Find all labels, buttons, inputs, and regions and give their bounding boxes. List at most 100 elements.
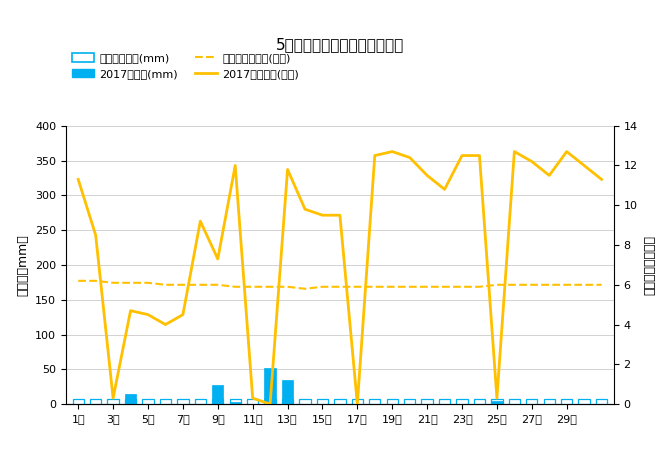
日照時間平年値(時間): [388, 284, 396, 290]
2017日照時間(時間): [284, 167, 292, 172]
2017日照時間(時間): [197, 219, 205, 224]
Bar: [491, 401, 502, 404]
Line: 日照時間平年値(時間): 日照時間平年値(時間): [79, 281, 601, 289]
日照時間平年値(時間): [353, 284, 361, 290]
2017日照時間(時間): [109, 396, 117, 401]
Bar: [369, 399, 380, 404]
2017日照時間(時間): [319, 212, 327, 218]
日照時間平年値(時間): [597, 282, 605, 287]
2017日照時間(時間): [301, 207, 309, 212]
2017日照時間(時間): [580, 163, 588, 168]
Bar: [160, 399, 171, 404]
日照時間平年値(時間): [284, 284, 292, 290]
日照時間平年値(時間): [109, 280, 117, 286]
日照時間平年値(時間): [458, 284, 466, 290]
日照時間平年値(時間): [144, 280, 152, 286]
Bar: [178, 399, 189, 404]
日照時間平年値(時間): [197, 282, 205, 287]
2017日照時間(時間): [144, 312, 152, 317]
Bar: [265, 399, 276, 404]
2017日照時間(時間): [231, 163, 239, 168]
Bar: [282, 399, 293, 404]
Bar: [544, 399, 555, 404]
日照時間平年値(時間): [406, 284, 414, 290]
Bar: [561, 399, 572, 404]
2017日照時間(時間): [475, 153, 483, 158]
Bar: [474, 399, 485, 404]
2017日照時間(時間): [353, 401, 361, 407]
2017日照時間(時間): [336, 212, 344, 218]
Bar: [212, 385, 224, 404]
日照時間平年値(時間): [336, 284, 344, 290]
2017日照時間(時間): [458, 153, 466, 158]
日照時間平年値(時間): [75, 278, 82, 283]
Line: 2017日照時間(時間): 2017日照時間(時間): [79, 152, 601, 404]
Bar: [456, 399, 468, 404]
Bar: [439, 399, 450, 404]
Bar: [509, 399, 520, 404]
日照時間平年値(時間): [162, 282, 170, 287]
2017日照時間(時間): [92, 233, 100, 238]
日照時間平年値(時間): [249, 284, 257, 290]
日照時間平年値(時間): [92, 278, 100, 283]
Bar: [422, 399, 433, 404]
日照時間平年値(時間): [510, 282, 518, 287]
Bar: [317, 399, 328, 404]
2017日照時間(時間): [441, 187, 449, 192]
2017日照時間(時間): [162, 322, 170, 327]
日照時間平年値(時間): [179, 282, 187, 287]
2017日照時間(時間): [510, 149, 518, 154]
Bar: [90, 399, 102, 404]
2017日照時間(時間): [388, 149, 396, 154]
Legend: 降水量平年値(mm), 2017降水量(mm), 日照時間平年値(時間), 2017日照時間(時間): 降水量平年値(mm), 2017降水量(mm), 日照時間平年値(時間), 20…: [71, 53, 299, 79]
Bar: [334, 399, 346, 404]
2017日照時間(時間): [563, 149, 571, 154]
Bar: [230, 402, 241, 404]
日照時間平年値(時間): [441, 284, 449, 290]
Bar: [125, 399, 136, 404]
Bar: [404, 399, 415, 404]
日照時間平年値(時間): [127, 280, 135, 286]
2017日照時間(時間): [214, 256, 222, 262]
2017日照時間(時間): [545, 173, 553, 178]
Bar: [578, 399, 590, 404]
日照時間平年値(時間): [266, 284, 274, 290]
日照時間平年値(時間): [528, 282, 536, 287]
2017日照時間(時間): [75, 177, 82, 182]
Bar: [596, 399, 607, 404]
2017日照時間(時間): [127, 308, 135, 313]
日照時間平年値(時間): [423, 284, 431, 290]
2017日照時間(時間): [406, 155, 414, 160]
Bar: [108, 399, 119, 404]
Bar: [265, 368, 276, 404]
日照時間平年値(時間): [214, 282, 222, 287]
Bar: [491, 399, 502, 404]
Bar: [526, 399, 537, 404]
日照時間平年値(時間): [371, 284, 379, 290]
日照時間平年値(時間): [545, 282, 553, 287]
日照時間平年値(時間): [475, 284, 483, 290]
Y-axis label: 降水量（mm）: 降水量（mm）: [16, 234, 30, 296]
Bar: [230, 399, 241, 404]
Bar: [300, 399, 311, 404]
Bar: [212, 399, 224, 404]
日照時間平年値(時間): [231, 284, 239, 290]
Bar: [73, 399, 84, 404]
2017日照時間(時間): [266, 401, 274, 407]
Bar: [247, 399, 258, 404]
2017日照時間(時間): [423, 173, 431, 178]
Bar: [143, 399, 154, 404]
2017日照時間(時間): [371, 153, 379, 158]
Bar: [195, 399, 206, 404]
2017日照時間(時間): [493, 396, 501, 401]
Bar: [282, 380, 293, 404]
Title: 5月降水量・日照時間（日別）: 5月降水量・日照時間（日別）: [276, 37, 404, 53]
2017日照時間(時間): [179, 312, 187, 317]
日照時間平年値(時間): [580, 282, 588, 287]
2017日照時間(時間): [597, 177, 605, 182]
Bar: [352, 399, 363, 404]
Bar: [125, 394, 136, 404]
Bar: [387, 399, 398, 404]
日照時間平年値(時間): [563, 282, 571, 287]
日照時間平年値(時間): [301, 286, 309, 291]
